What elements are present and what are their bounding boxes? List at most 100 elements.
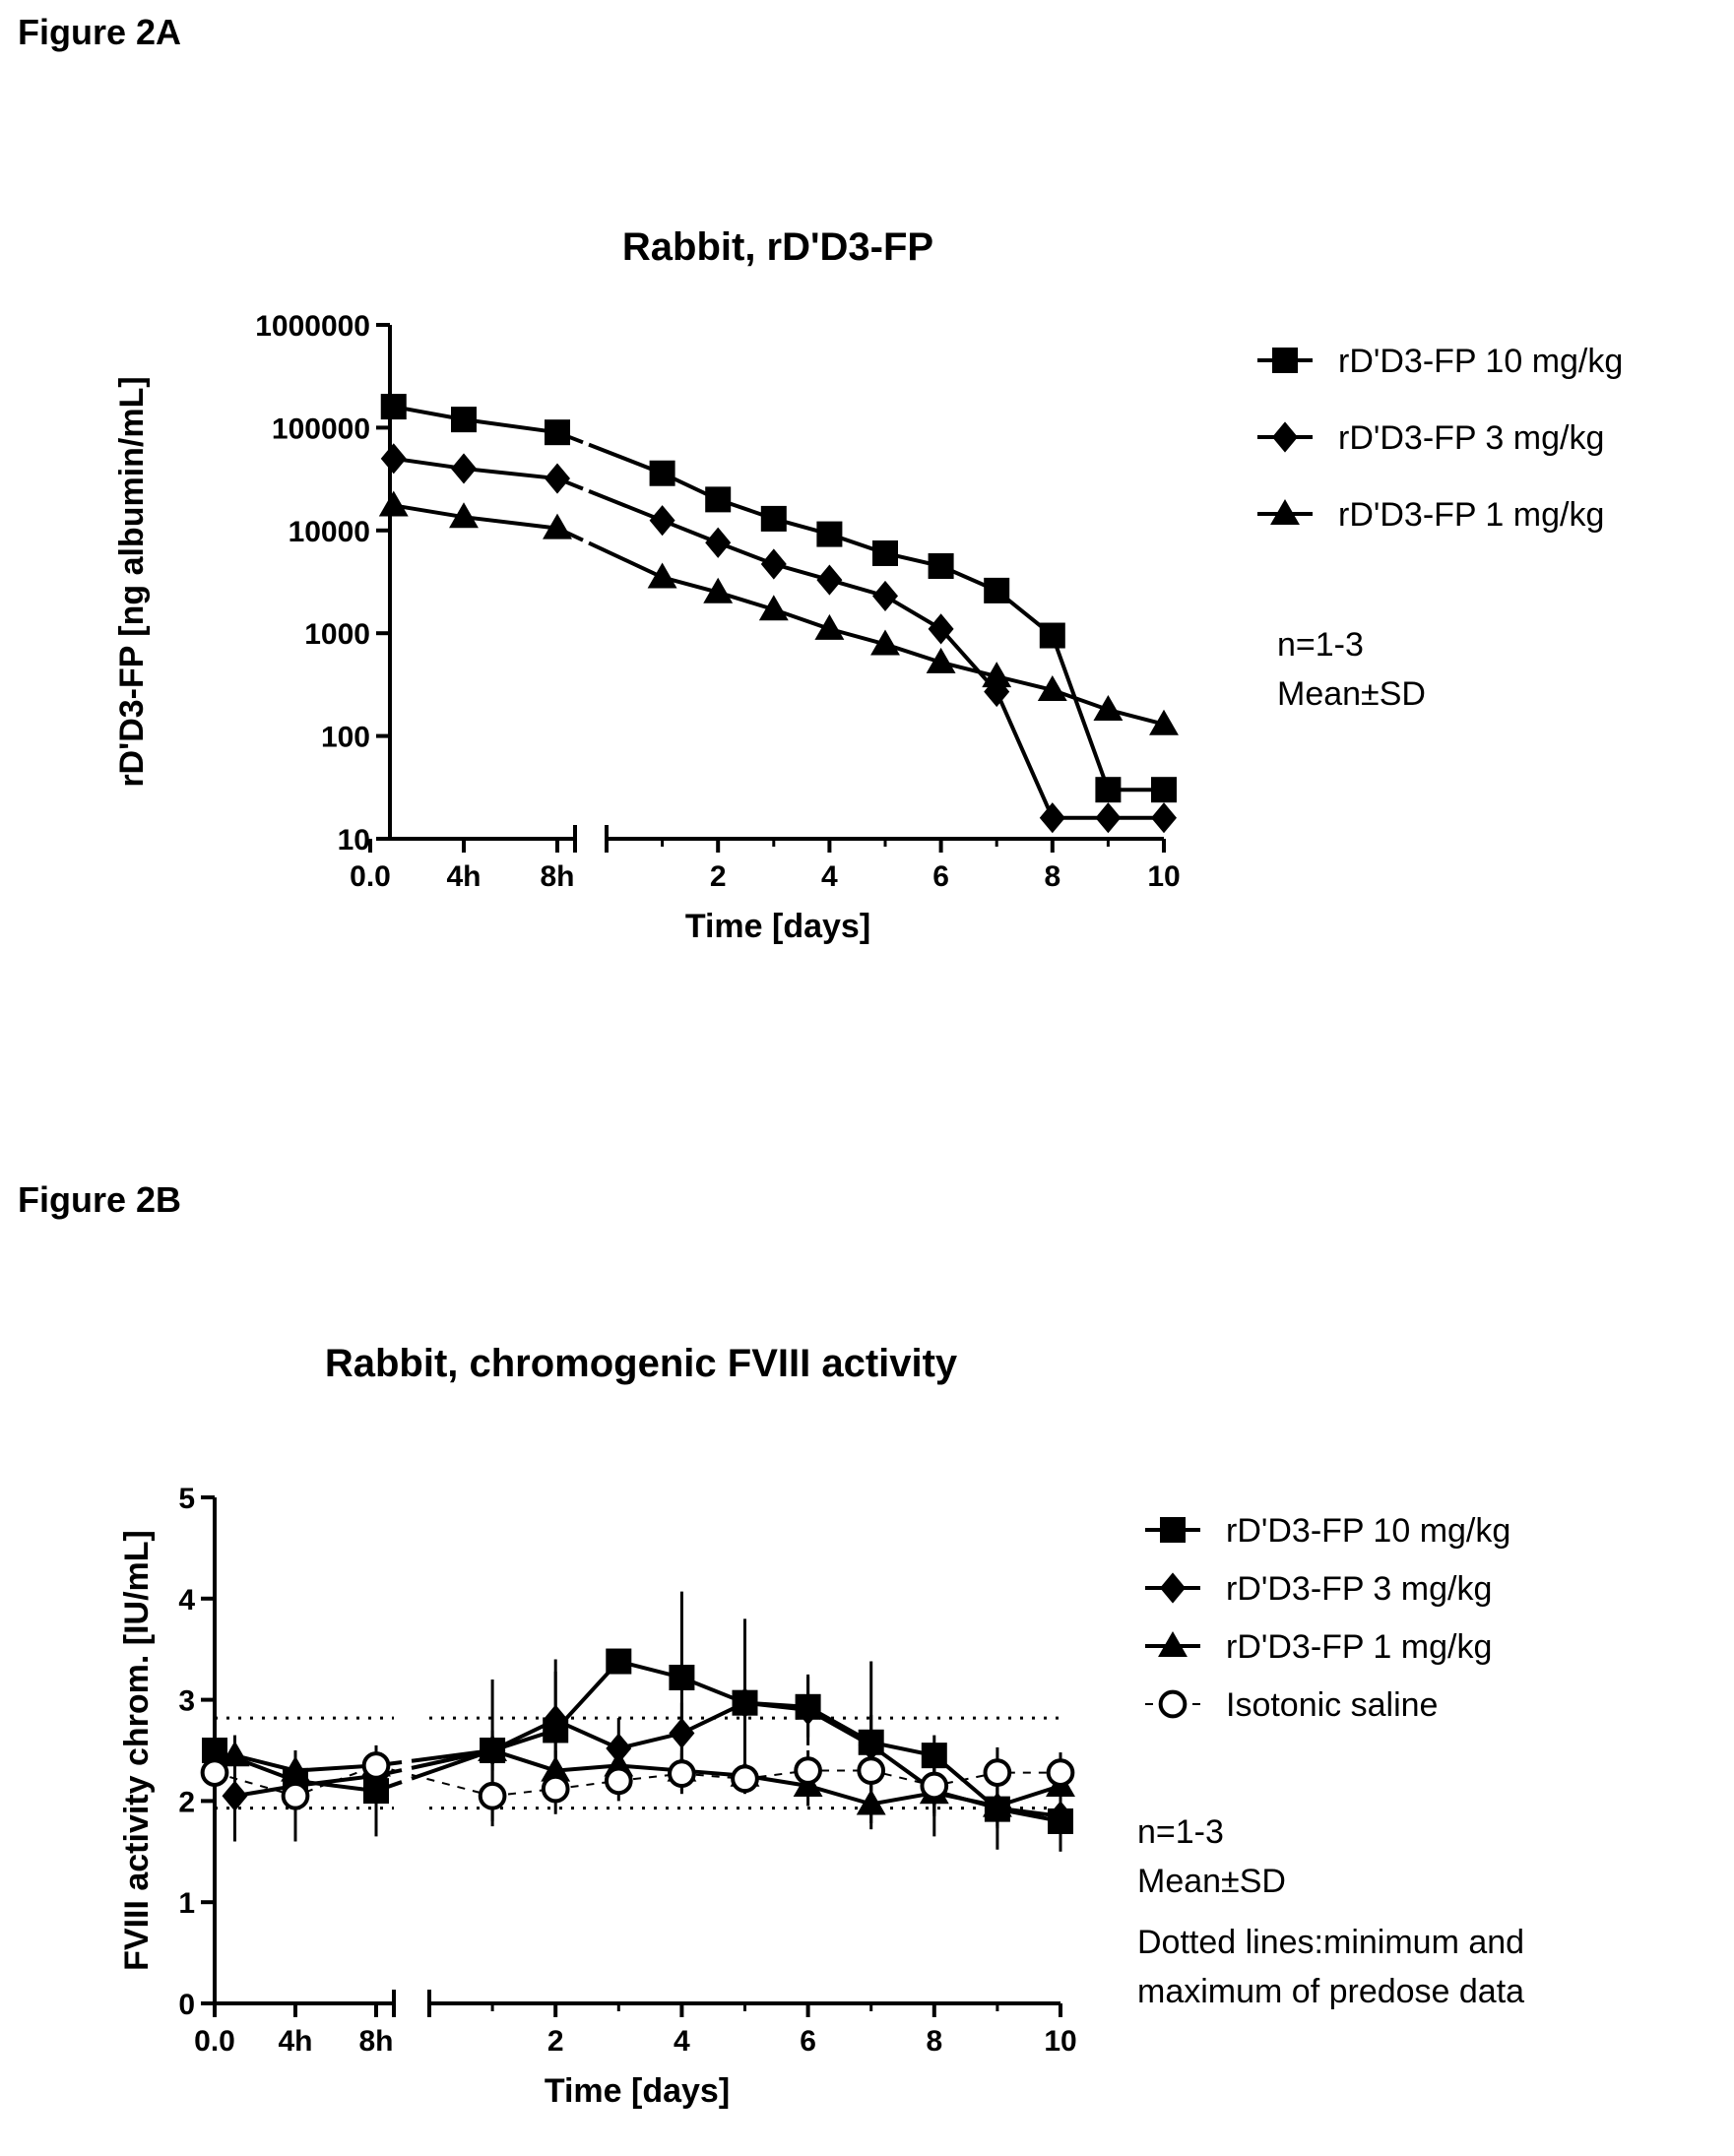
data-point [872, 539, 898, 566]
note-text: maximum of predose data [1137, 1973, 1524, 2010]
data-point [378, 490, 409, 517]
data-point [856, 1789, 886, 1815]
data-point [705, 486, 732, 513]
data-point [222, 1780, 248, 1811]
series-line-days [662, 575, 1165, 727]
y-tick-label: 1000000 [255, 310, 370, 343]
data-point [1095, 802, 1122, 834]
data-point [760, 505, 787, 532]
series-triangle: rD'D3-FP 1 mg/kg [220, 1628, 1492, 1830]
data-point [1046, 1758, 1075, 1787]
legend-label: rD'D3-FP 3 mg/kg [1338, 419, 1604, 457]
data-point [1149, 709, 1179, 735]
data-point [1093, 694, 1124, 721]
series-line-bridge [411, 1748, 493, 1763]
legend-marker [1158, 1631, 1188, 1658]
data-point [606, 1648, 632, 1675]
data-point [220, 1741, 250, 1767]
data-point [604, 1766, 633, 1796]
legend-label: rD'D3-FP 10 mg/kg [1338, 343, 1623, 380]
x-tick-label: 4 [821, 860, 838, 893]
chart-0-axes: Rabbit, rD'D3-FP 10 100 1000 10000 100000 1000… [113, 225, 1426, 945]
x-tick-label: 8 [926, 2025, 942, 2058]
y-tick-label: 100 [321, 722, 370, 754]
data-point [858, 1730, 884, 1761]
y-tick-label: 1000 [304, 618, 370, 651]
x-tick-label: 0.0 [350, 860, 391, 893]
data-point [705, 527, 732, 558]
x-tick-label: 8h [540, 860, 574, 893]
data-point [361, 1751, 391, 1780]
data-point [928, 613, 954, 645]
data-point [669, 1717, 695, 1749]
x-tick-label: 10 [1147, 860, 1180, 893]
legend-marker [1272, 421, 1298, 453]
legend-label: rD'D3-FP 3 mg/kg [1226, 1570, 1492, 1608]
data-point [872, 580, 898, 612]
data-point [478, 1736, 508, 1762]
data-point [926, 647, 956, 673]
data-point [668, 1759, 696, 1788]
series-line-days [491, 1659, 1061, 1823]
data-point [380, 394, 407, 420]
data-point [478, 1781, 507, 1810]
data-point [1048, 1801, 1073, 1832]
data-point [731, 1764, 759, 1794]
y-tick-label: 0 [178, 1989, 195, 2021]
data-point [760, 548, 787, 580]
data-point [541, 1774, 570, 1804]
series-line-early [234, 1753, 377, 1773]
note-text: Dotted lines:minimum and [1137, 1924, 1524, 1961]
data-point [669, 1664, 695, 1690]
x-tick-label: 6 [800, 2025, 816, 2058]
series-line-days [491, 1700, 1061, 1818]
data-point [857, 1756, 886, 1785]
data-point [1151, 802, 1177, 834]
series-line-bridge [588, 540, 664, 580]
chart-1-axes: Rabbit, chromogenic FVIII activity 0 1 2 3 4 5… [118, 1342, 1524, 2110]
series-line-days [661, 471, 1164, 793]
data-point [816, 564, 843, 596]
data-point [982, 1791, 1012, 1817]
y-tick-label: 3 [178, 1685, 195, 1718]
note-text: Mean±SD [1277, 675, 1426, 713]
data-point [983, 1758, 1012, 1787]
data-point [870, 629, 900, 656]
x-tick-label: 6 [932, 860, 949, 893]
y-tick-label: 1 [178, 1887, 195, 1920]
data-point [928, 553, 954, 580]
data-point [758, 595, 789, 621]
series-line-days [491, 1748, 1061, 1808]
x-tick-label: 8 [1044, 860, 1060, 893]
series-diamond: rD'D3-FP 3 mg/kg [380, 419, 1604, 834]
x-tick-label: 8h [358, 2025, 393, 2058]
chart-title: Rabbit, chromogenic FVIII activity [325, 1342, 958, 1385]
x-tick-label: 4h [446, 860, 481, 893]
data-point [545, 419, 570, 446]
data-point [281, 1781, 310, 1810]
data-point [543, 513, 572, 539]
data-point [1151, 777, 1177, 803]
x-tick-label: 0.0 [194, 2025, 235, 2058]
data-point [1037, 674, 1067, 701]
legend-label: rD'D3-FP 1 mg/kg [1338, 496, 1604, 534]
data-point [732, 1687, 758, 1719]
note-text: n=1-3 [1277, 626, 1364, 664]
series-line-days [491, 1769, 1060, 1798]
chart-title: Rabbit, rD'D3-FP [622, 225, 933, 269]
legend-marker [1270, 499, 1300, 526]
y-tick-label: 100000 [272, 412, 370, 445]
data-point [982, 662, 1012, 688]
data-point [1095, 777, 1122, 803]
legend-label: rD'D3-FP 1 mg/kg [1226, 1628, 1492, 1666]
data-point [606, 1733, 632, 1764]
legend-marker [1158, 1689, 1188, 1719]
x-tick-label: 2 [547, 2025, 564, 2058]
data-point [794, 1756, 822, 1785]
data-point [814, 613, 845, 640]
y-tick-label: 4 [178, 1584, 195, 1617]
x-tick-label: 2 [710, 860, 727, 893]
data-point [451, 453, 477, 484]
x-tick-label: 10 [1044, 2025, 1076, 2058]
